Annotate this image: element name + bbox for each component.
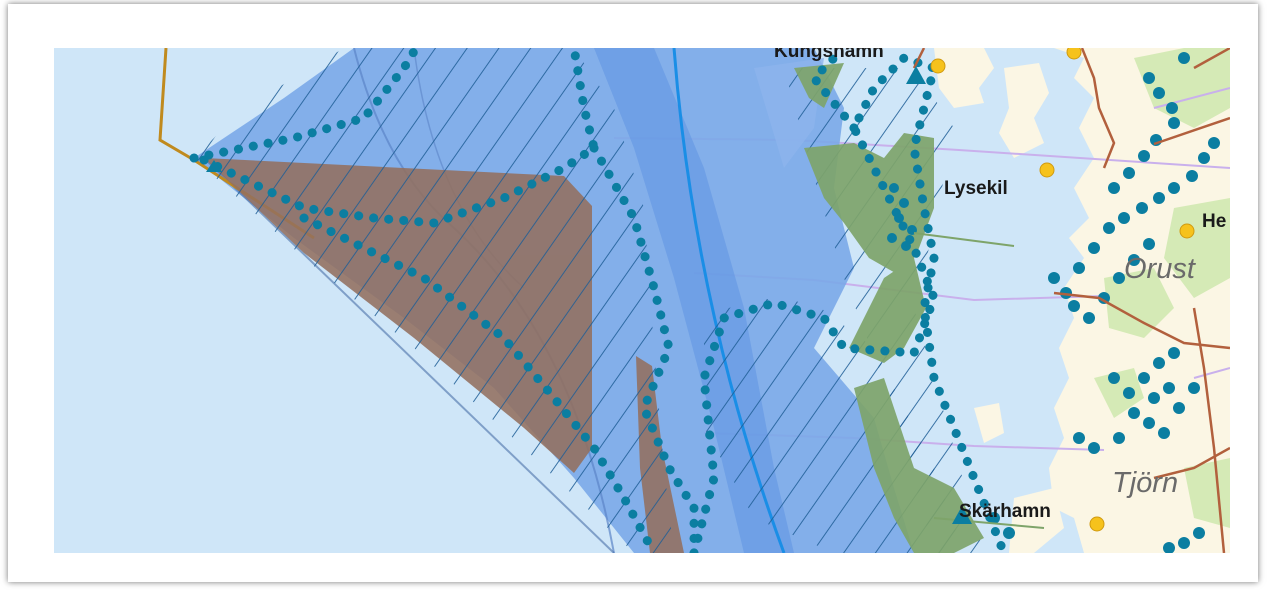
town-markers	[930, 48, 1195, 532]
place-label-he: He	[1202, 211, 1227, 232]
roads	[912, 48, 1230, 553]
place-label-kungshamn: Kungshamn	[774, 48, 884, 62]
forest-areas	[1094, 48, 1230, 528]
harbor-icon	[952, 506, 972, 524]
place-label-lysekil: Lysekil	[944, 178, 1008, 199]
town-marker-kungshamn[interactable]	[930, 58, 946, 74]
island-label-tjorn: Tjörn	[1112, 467, 1179, 499]
town-marker-skarhamn[interactable]	[1089, 516, 1105, 532]
dot-clusters	[887, 52, 1220, 553]
cable-lines	[913, 232, 1045, 529]
place-label-skarhamn: Skärhamn	[959, 501, 1051, 522]
map-frame: Kungshamn Lysekil He Skärhamn Orust Tjör…	[8, 4, 1258, 582]
green-zone	[794, 63, 984, 553]
town-marker-lysekil[interactable]	[1039, 162, 1055, 178]
harbor-icons	[206, 66, 972, 524]
harbor-icon	[206, 160, 222, 172]
map-canvas[interactable]	[54, 48, 1230, 553]
town-marker-he[interactable]	[1179, 223, 1195, 239]
dotted-boundary	[189, 48, 1009, 553]
harbor-icon	[906, 66, 926, 84]
island-label-orust: Orust	[1124, 253, 1195, 285]
map-view[interactable]: Kungshamn Lysekil He Skärhamn Orust Tjör…	[54, 48, 1230, 553]
town-marker-top[interactable]	[1066, 48, 1082, 60]
